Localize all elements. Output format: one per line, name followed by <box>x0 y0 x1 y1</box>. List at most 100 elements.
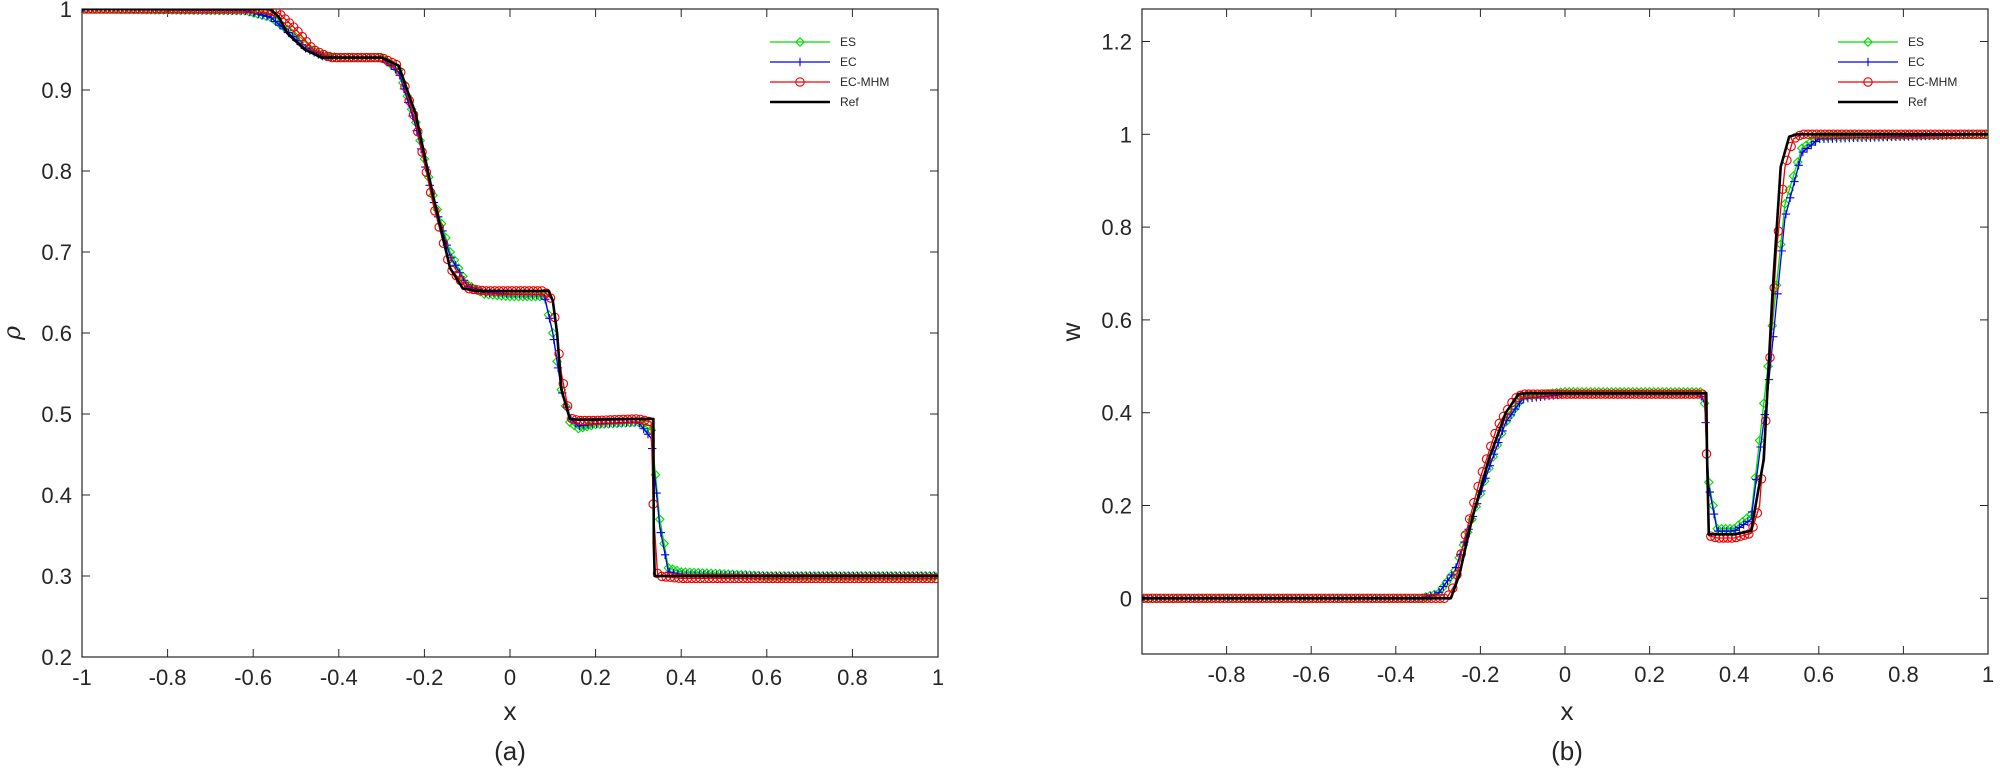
data-point-ec-mhm <box>147 9 158 14</box>
y-tick-label: 0.4 <box>1101 401 1132 426</box>
data-point-es <box>1779 198 1790 209</box>
data-point-ec-mhm <box>83 9 93 14</box>
legend-label-es: ES <box>840 35 856 49</box>
legend-label-ec: EC <box>840 55 857 69</box>
data-point-es <box>154 9 165 15</box>
data-point-es <box>213 9 224 16</box>
data-point-ec-mhm <box>126 9 136 14</box>
data-point-ec-mhm <box>190 9 200 14</box>
data-point-ec <box>1447 570 1456 580</box>
x-tick-label: -0.8 <box>1208 662 1246 687</box>
data-point-ec-mhm <box>109 9 119 14</box>
x-tick-label: 0.6 <box>752 665 783 690</box>
data-point-es <box>1775 239 1786 250</box>
legend-a: ES EC EC-MHM Ref <box>770 35 889 109</box>
data-point-ec-mhm <box>930 573 938 584</box>
x-tick-label: 0.6 <box>1804 662 1835 687</box>
data-point-es <box>1754 435 1765 446</box>
data-point-ec <box>1790 177 1799 186</box>
y-axis-label-b: w <box>1056 322 1086 342</box>
y-tick-label: 0.2 <box>1101 494 1132 519</box>
x-tick-label: 0 <box>1559 662 1571 687</box>
data-point-ec-mhm <box>383 55 393 66</box>
x-tick-label: -0.6 <box>234 665 272 690</box>
data-point-ec-mhm <box>113 9 123 14</box>
data-point-ec-mhm <box>134 9 145 14</box>
data-point-es <box>145 9 156 15</box>
x-tick-label: 1 <box>932 665 944 690</box>
data-point-ec <box>1439 582 1448 591</box>
data-point-es <box>149 9 160 15</box>
data-point-es <box>128 9 139 15</box>
data-point-ec-mhm <box>387 57 397 68</box>
y-axis-label-a: ρ <box>0 326 26 341</box>
data-point-es <box>188 9 199 16</box>
data-point-es <box>192 9 203 16</box>
data-point-es <box>175 9 186 15</box>
legend-marker-es <box>795 37 805 47</box>
data-point-ec <box>643 429 653 439</box>
caption-a: (a) <box>494 736 526 766</box>
y-tick-label: 1.2 <box>1101 29 1132 54</box>
data-point-ec-mhm <box>558 378 569 389</box>
y-tick-label: 0.8 <box>1101 215 1132 240</box>
legend-marker-ec <box>795 57 805 67</box>
data-point-ec <box>1443 576 1452 585</box>
y-tick-label: 0.3 <box>41 564 72 589</box>
series-ref-b <box>1142 133 1988 600</box>
data-point-ec-mhm <box>96 9 106 14</box>
data-point-es <box>162 9 173 15</box>
data-point-ec <box>1709 509 1719 519</box>
data-point-es <box>205 9 216 16</box>
x-axis-label-b: x <box>1561 696 1574 726</box>
data-point-ec <box>271 17 280 26</box>
x-tick-label: 0.2 <box>1634 662 1665 687</box>
data-point-es <box>136 9 147 15</box>
data-point-ec-mhm <box>181 9 192 14</box>
x-tick-label: -1 <box>72 665 92 690</box>
x-tick-label: 0.4 <box>1719 662 1750 687</box>
data-point-ec-mhm <box>391 59 402 70</box>
data-point-ec-mhm <box>139 9 149 14</box>
x-tick-label: -0.2 <box>1461 662 1499 687</box>
legend-label-ec-mhm: EC-MHM <box>840 75 889 89</box>
x-tick-label: 0.4 <box>666 665 697 690</box>
legend-b: ES EC EC-MHM Ref <box>1838 35 1957 109</box>
data-point-es <box>209 9 220 16</box>
series-group-b <box>1142 129 1988 604</box>
data-point-ec-mhm <box>250 9 260 14</box>
series-line-ref <box>1142 133 1988 600</box>
data-point-ec-mhm <box>100 9 111 14</box>
data-point-es <box>196 9 207 16</box>
data-point-ec <box>1802 144 1812 153</box>
plot-area-b <box>1141 8 1989 655</box>
y-tick-label: 0.6 <box>1101 308 1132 333</box>
legend-marker-ec <box>1863 57 1873 67</box>
data-point-ec-mhm <box>1744 529 1754 539</box>
x-tick-label: -0.4 <box>320 665 358 690</box>
data-point-ec <box>1785 193 1795 203</box>
y-tick-label: 0.6 <box>41 321 72 346</box>
legend-marker-es <box>1863 37 1873 47</box>
y-tick-label: 0.2 <box>41 645 72 670</box>
data-point-es <box>1712 523 1723 534</box>
data-point-ec-mhm <box>233 9 243 14</box>
y-tick-label: 0 <box>1120 586 1132 611</box>
data-point-ec-mhm <box>237 9 248 14</box>
data-point-es <box>94 9 105 15</box>
data-point-es <box>1142 593 1147 604</box>
data-point-ec-mhm <box>104 9 115 14</box>
data-point-es <box>98 9 109 15</box>
panel-a: -1 -0.8 -0.6 -0.4 -0.2 0 0.2 0.4 0.6 0.8 1 0.2 0.3 0.… <box>0 0 944 766</box>
x-tick-label: 0.8 <box>1888 662 1919 687</box>
data-point-ec <box>1739 520 1748 529</box>
data-point-ec-mhm <box>1773 226 1784 236</box>
x-axis-label-a: x <box>504 696 517 726</box>
data-point-ec-mhm <box>254 9 265 14</box>
x-tick-label: 1 <box>1982 662 1994 687</box>
caption-b: (b) <box>1551 736 1583 766</box>
x-tick-label: -0.6 <box>1292 662 1330 687</box>
series-line-ref <box>82 9 938 578</box>
data-point-ec-mhm <box>194 9 205 14</box>
data-point-ec-mhm <box>246 9 256 14</box>
